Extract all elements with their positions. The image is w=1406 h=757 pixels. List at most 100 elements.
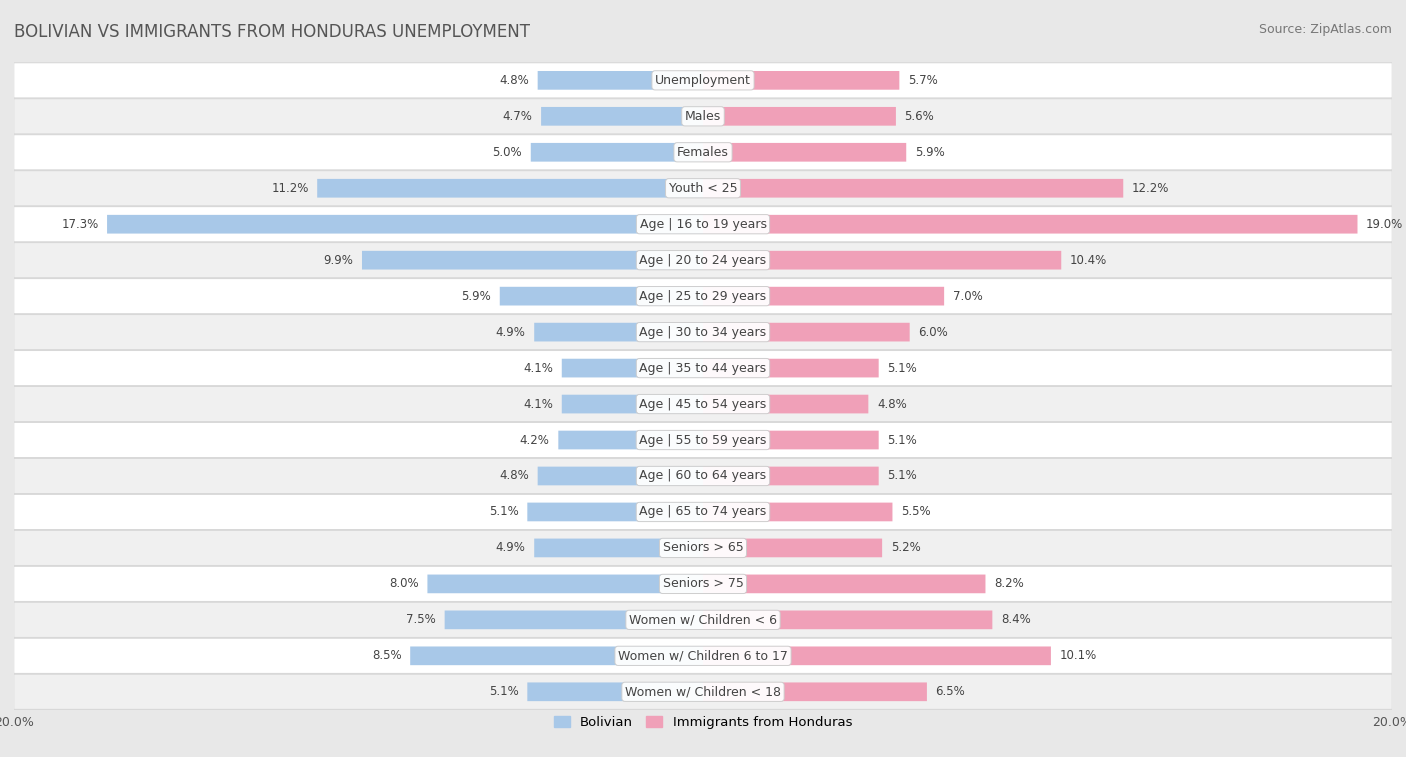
FancyBboxPatch shape (562, 394, 703, 413)
Text: 4.8%: 4.8% (499, 469, 529, 482)
FancyBboxPatch shape (537, 71, 703, 89)
Text: 5.9%: 5.9% (461, 290, 491, 303)
FancyBboxPatch shape (703, 322, 910, 341)
Text: 5.7%: 5.7% (908, 74, 938, 87)
Text: Age | 30 to 34 years: Age | 30 to 34 years (640, 326, 766, 338)
Text: 11.2%: 11.2% (271, 182, 308, 195)
FancyBboxPatch shape (562, 359, 703, 378)
FancyBboxPatch shape (14, 531, 1392, 565)
FancyBboxPatch shape (361, 251, 703, 269)
Text: Women w/ Children < 18: Women w/ Children < 18 (626, 685, 780, 698)
FancyBboxPatch shape (14, 63, 1392, 98)
Text: 5.9%: 5.9% (915, 146, 945, 159)
FancyBboxPatch shape (14, 674, 1392, 709)
Text: Age | 60 to 64 years: Age | 60 to 64 years (640, 469, 766, 482)
FancyBboxPatch shape (499, 287, 703, 306)
FancyBboxPatch shape (14, 135, 1392, 170)
Text: 4.9%: 4.9% (496, 326, 526, 338)
FancyBboxPatch shape (703, 538, 882, 557)
FancyBboxPatch shape (411, 646, 703, 665)
FancyBboxPatch shape (703, 431, 879, 450)
FancyBboxPatch shape (541, 107, 703, 126)
FancyBboxPatch shape (14, 459, 1392, 494)
Text: 4.1%: 4.1% (523, 362, 553, 375)
FancyBboxPatch shape (527, 683, 703, 701)
Text: 17.3%: 17.3% (62, 218, 98, 231)
FancyBboxPatch shape (14, 386, 1392, 422)
FancyBboxPatch shape (703, 610, 993, 629)
FancyBboxPatch shape (703, 143, 907, 162)
FancyBboxPatch shape (14, 350, 1392, 386)
Text: 8.5%: 8.5% (373, 650, 402, 662)
Legend: Bolivian, Immigrants from Honduras: Bolivian, Immigrants from Honduras (548, 711, 858, 734)
Text: 19.0%: 19.0% (1367, 218, 1403, 231)
FancyBboxPatch shape (703, 503, 893, 522)
FancyBboxPatch shape (558, 431, 703, 450)
Text: Source: ZipAtlas.com: Source: ZipAtlas.com (1258, 23, 1392, 36)
Text: 10.1%: 10.1% (1060, 650, 1097, 662)
FancyBboxPatch shape (534, 538, 703, 557)
Text: 4.9%: 4.9% (496, 541, 526, 554)
Text: Age | 25 to 29 years: Age | 25 to 29 years (640, 290, 766, 303)
FancyBboxPatch shape (703, 251, 1062, 269)
Text: Age | 20 to 24 years: Age | 20 to 24 years (640, 254, 766, 266)
FancyBboxPatch shape (531, 143, 703, 162)
Text: 9.9%: 9.9% (323, 254, 353, 266)
FancyBboxPatch shape (527, 503, 703, 522)
Text: Age | 45 to 54 years: Age | 45 to 54 years (640, 397, 766, 410)
Text: 5.1%: 5.1% (489, 506, 519, 519)
Text: 5.1%: 5.1% (887, 469, 917, 482)
FancyBboxPatch shape (444, 610, 703, 629)
Text: BOLIVIAN VS IMMIGRANTS FROM HONDURAS UNEMPLOYMENT: BOLIVIAN VS IMMIGRANTS FROM HONDURAS UNE… (14, 23, 530, 41)
FancyBboxPatch shape (14, 494, 1392, 530)
Text: Age | 55 to 59 years: Age | 55 to 59 years (640, 434, 766, 447)
Text: Youth < 25: Youth < 25 (669, 182, 737, 195)
FancyBboxPatch shape (14, 603, 1392, 637)
Text: 12.2%: 12.2% (1132, 182, 1170, 195)
Text: 7.0%: 7.0% (953, 290, 983, 303)
Text: Women w/ Children 6 to 17: Women w/ Children 6 to 17 (619, 650, 787, 662)
FancyBboxPatch shape (14, 566, 1392, 602)
FancyBboxPatch shape (703, 394, 869, 413)
Text: 7.5%: 7.5% (406, 613, 436, 626)
FancyBboxPatch shape (107, 215, 703, 234)
Text: 5.1%: 5.1% (887, 434, 917, 447)
Text: 5.1%: 5.1% (489, 685, 519, 698)
Text: 10.4%: 10.4% (1070, 254, 1107, 266)
FancyBboxPatch shape (703, 359, 879, 378)
FancyBboxPatch shape (703, 646, 1050, 665)
FancyBboxPatch shape (14, 242, 1392, 278)
FancyBboxPatch shape (703, 575, 986, 593)
FancyBboxPatch shape (14, 279, 1392, 313)
Text: 5.1%: 5.1% (887, 362, 917, 375)
Text: 8.4%: 8.4% (1001, 613, 1031, 626)
FancyBboxPatch shape (14, 170, 1392, 206)
Text: Age | 16 to 19 years: Age | 16 to 19 years (640, 218, 766, 231)
Text: 4.8%: 4.8% (877, 397, 907, 410)
Text: Seniors > 75: Seniors > 75 (662, 578, 744, 590)
Text: Males: Males (685, 110, 721, 123)
Text: 6.0%: 6.0% (918, 326, 948, 338)
Text: Unemployment: Unemployment (655, 74, 751, 87)
Text: 5.5%: 5.5% (901, 506, 931, 519)
FancyBboxPatch shape (14, 98, 1392, 134)
Text: 4.2%: 4.2% (520, 434, 550, 447)
FancyBboxPatch shape (703, 287, 945, 306)
FancyBboxPatch shape (427, 575, 703, 593)
FancyBboxPatch shape (14, 422, 1392, 458)
Text: 4.7%: 4.7% (502, 110, 533, 123)
Text: 8.2%: 8.2% (994, 578, 1024, 590)
Text: Females: Females (678, 146, 728, 159)
Text: 6.5%: 6.5% (935, 685, 966, 698)
FancyBboxPatch shape (14, 638, 1392, 674)
FancyBboxPatch shape (703, 179, 1123, 198)
FancyBboxPatch shape (318, 179, 703, 198)
FancyBboxPatch shape (703, 683, 927, 701)
Text: Age | 65 to 74 years: Age | 65 to 74 years (640, 506, 766, 519)
Text: 5.6%: 5.6% (904, 110, 934, 123)
Text: Age | 35 to 44 years: Age | 35 to 44 years (640, 362, 766, 375)
Text: 4.8%: 4.8% (499, 74, 529, 87)
Text: 4.1%: 4.1% (523, 397, 553, 410)
FancyBboxPatch shape (703, 71, 900, 89)
Text: 8.0%: 8.0% (389, 578, 419, 590)
